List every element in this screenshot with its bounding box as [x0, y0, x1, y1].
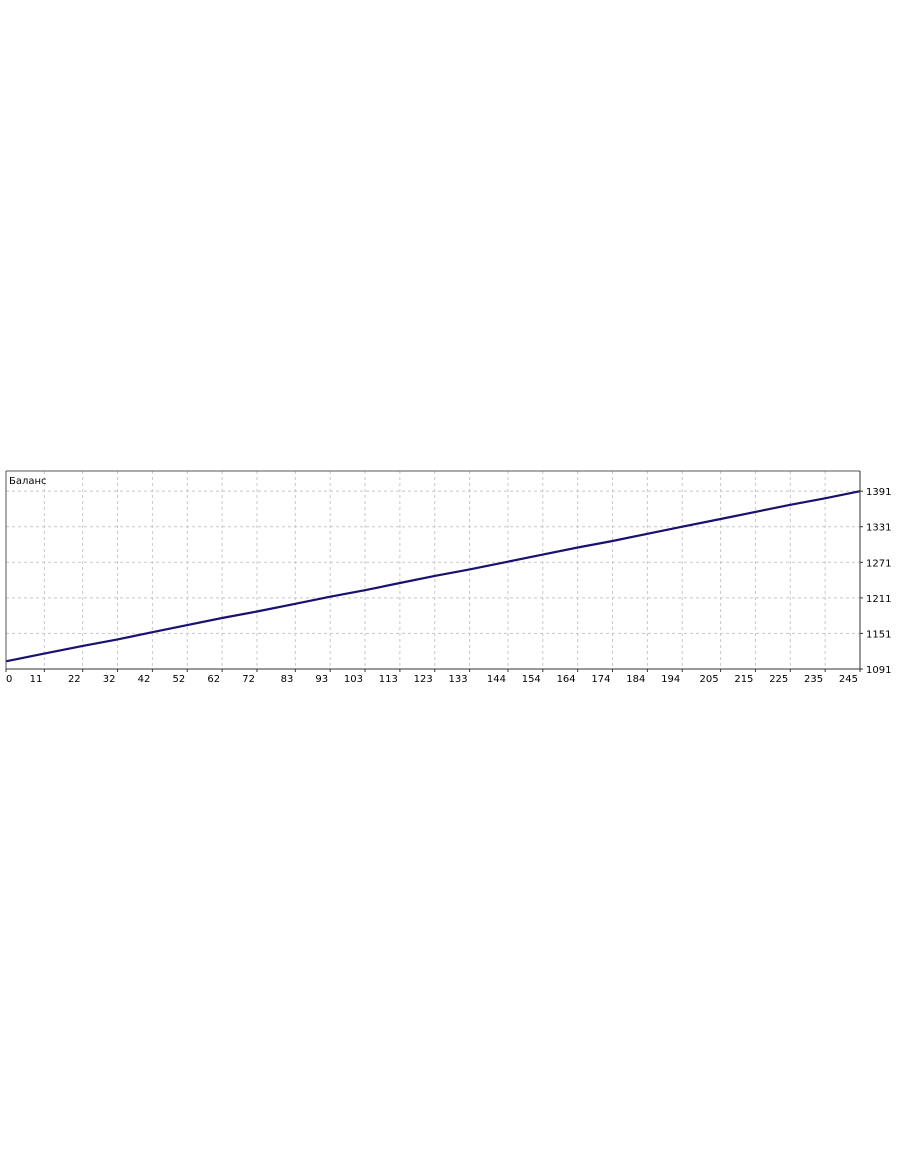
balance-line: [5, 490, 861, 663]
y-tick-label: 1091: [866, 665, 891, 676]
x-tick-label: 62: [207, 674, 220, 685]
y-tick-label: 1391: [866, 487, 891, 498]
x-tick-label: 72: [242, 674, 255, 685]
x-tick-label: 144: [487, 674, 506, 685]
y-tick-label: 1211: [866, 594, 891, 605]
x-tick-label: 93: [315, 674, 328, 685]
x-tick-label: 235: [804, 674, 823, 685]
x-tick-label: 22: [68, 674, 81, 685]
plot-background: [6, 471, 860, 669]
y-ticks: 1091 1151 1211 1271 1331 1391: [860, 487, 891, 676]
chart-title: Баланс: [9, 476, 47, 487]
x-tick-label: 225: [769, 674, 788, 685]
x-tick-label: 205: [699, 674, 718, 685]
x-tick-label: 113: [379, 674, 398, 685]
y-tick-label: 1151: [866, 629, 891, 640]
x-tick-label: 32: [103, 674, 116, 685]
x-tick-label: 194: [661, 674, 680, 685]
y-tick-label: 1331: [866, 523, 891, 534]
x-tick-label: 42: [138, 674, 151, 685]
x-tick-label: 133: [449, 674, 468, 685]
x-tick-label: 11: [30, 674, 43, 685]
x-tick-label: 184: [626, 674, 645, 685]
y-tick-label: 1271: [866, 558, 891, 569]
x-tick-label: 164: [557, 674, 576, 685]
x-tick-label: 0: [6, 674, 12, 685]
x-tick-label: 83: [281, 674, 294, 685]
x-tick-label: 215: [734, 674, 753, 685]
x-tick-label: 52: [173, 674, 186, 685]
x-tick-label: 245: [839, 674, 858, 685]
x-ticks: 0 11 22 32 42 52 62 72 83 93 103 113 123 133 144 154 164…: [5, 669, 861, 685]
x-tick-label: 103: [344, 674, 363, 685]
x-tick-label: 174: [591, 674, 610, 685]
x-tick-label: 154: [522, 674, 541, 685]
x-tick-label: 123: [414, 674, 433, 685]
series-layer: [5, 490, 861, 663]
